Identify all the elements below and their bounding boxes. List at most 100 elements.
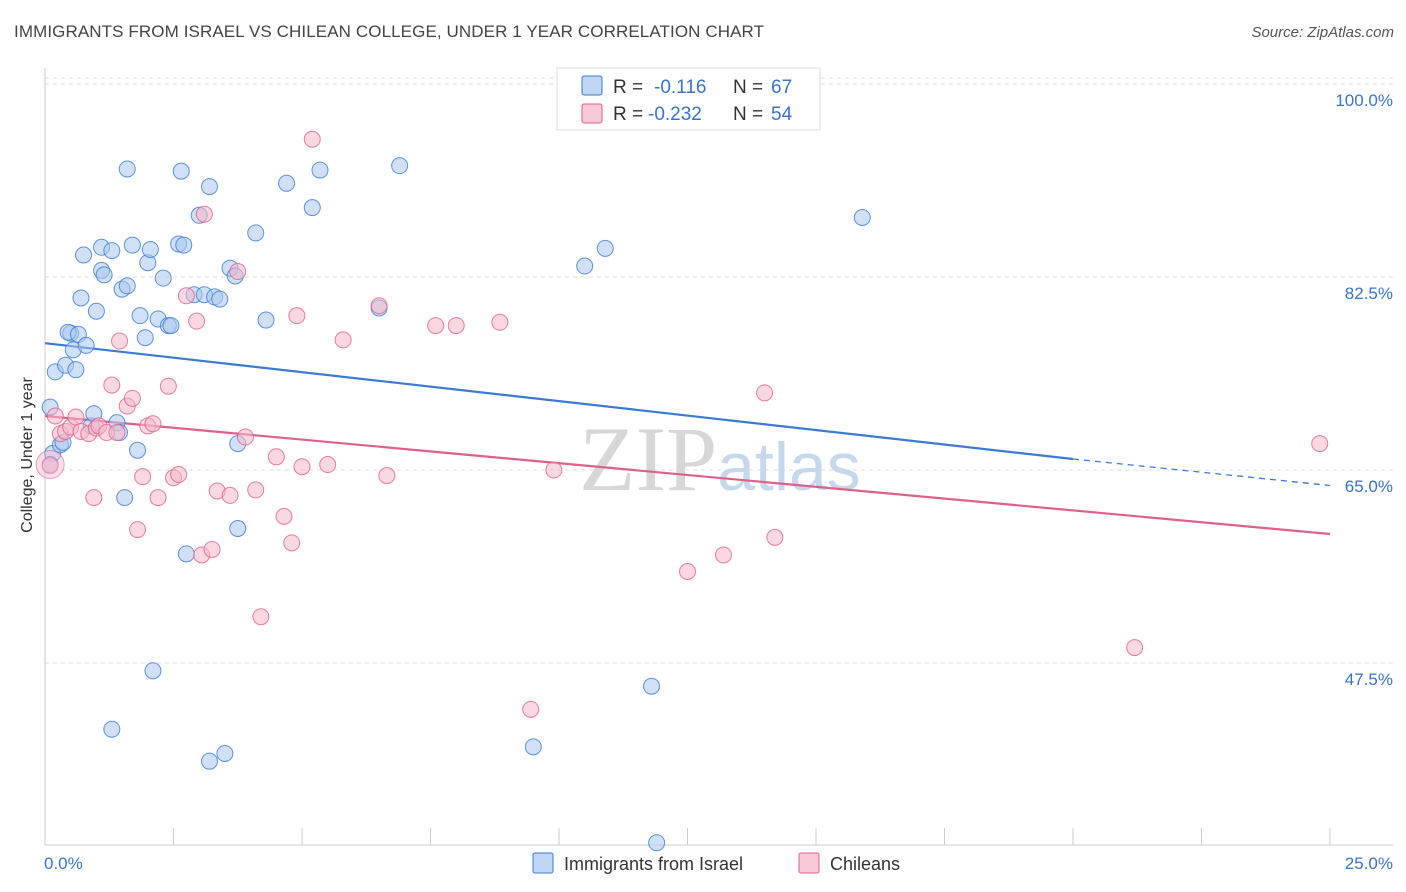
israel-point [77,336,95,354]
israel-point [123,236,141,254]
chileans-point [303,130,321,148]
israel-point [257,311,275,329]
chileans-point [159,377,177,395]
israel-point [154,269,172,287]
x-tick-label-max: 25.0% [1345,854,1393,873]
chileans-point [288,307,306,325]
chileans-point [427,317,445,335]
chileans-point [144,415,162,433]
israel-point [200,752,218,770]
israel-point [229,519,247,537]
israel-point [141,240,159,258]
points-layer [35,130,1329,852]
chileans-point [447,317,465,335]
legend-n-value-1: 67 [771,77,792,98]
israel-point [116,489,134,507]
israel-point [175,236,193,254]
israel-point [72,289,90,307]
grid-layer [45,77,1393,664]
israel-point [162,317,180,335]
series-legend: Immigrants from Israel Chileans [532,852,900,874]
chileans-point [229,263,247,281]
israel-point [172,162,190,180]
chart-title: IMMIGRANTS FROM ISRAEL VS CHILEAN COLLEG… [14,22,765,41]
chileans-point [195,205,213,223]
chileans-point [545,461,563,479]
chileans-point [275,507,293,525]
correlation-legend: R = -0.116 N = 67 R = -0.232 N = 54 [556,67,821,131]
chileans-point [756,384,774,402]
chileans-point [491,313,509,331]
chileans-point [134,468,152,486]
chileans-point [67,408,85,426]
israel-point [177,545,195,563]
chileans-point [370,297,388,315]
israel-point [144,662,162,680]
y-tick-label: 65.0% [1345,477,1393,496]
y-tick-label: 47.5% [1345,670,1393,689]
x-tick-label-min: 0.0% [44,854,83,873]
chileans-point [149,489,167,507]
israel-point [648,834,666,852]
legend-swatch-israel [581,75,603,96]
israel-point [596,239,614,257]
israel-point [311,161,329,179]
source-label: Source: ZipAtlas.com [1251,24,1394,41]
legend-swatch-bottom-chileans [798,852,820,874]
chileans-point [170,465,188,483]
chileans-point [1126,639,1144,657]
legend-r-label-1: R = [613,77,643,98]
chileans-point [103,376,121,394]
legend-n-label-1: N = [733,77,763,98]
israel-point [118,160,136,178]
chileans-point [522,700,540,718]
chileans-point [236,428,254,446]
legend-r-value-1: -0.116 [654,77,706,98]
chileans-point [85,489,103,507]
chileans-point [203,540,221,558]
israel-point [643,677,661,695]
chileans-point [293,458,311,476]
israel-point [103,720,121,738]
chileans-point [252,608,270,626]
tick-labels: 47.5% 65.0% 82.5% 100.0% 0.0% 25.0% [44,91,1393,873]
israel-point [95,266,113,284]
israel-point [75,246,93,264]
legend-label-chileans: Chileans [830,854,900,874]
chileans-point [247,481,265,499]
israel-point [853,208,871,226]
chileans-point [188,312,206,330]
chileans-trend-line [44,414,1331,536]
legend-r-label-2: R = [613,104,643,125]
israel-point [87,302,105,320]
chileans-point [111,332,129,350]
chileans-point [108,424,126,442]
y-tick-label: 82.5% [1345,284,1393,303]
y-tick-label: 100.0% [1335,91,1393,110]
chileans-point [283,534,301,552]
israel-point [67,361,85,379]
trend-layer [44,342,1331,536]
israel-point [524,738,542,756]
chileans-point [46,407,64,425]
chileans-point [221,486,239,504]
chileans-point [129,521,147,539]
israel-point [211,290,229,308]
legend-label-israel: Immigrants from Israel [564,854,743,874]
legend-n-value-2: 54 [771,104,793,125]
israel-point [118,277,136,295]
legend-swatch-bottom-israel [532,852,554,874]
israel-point [391,157,409,175]
chileans-point [41,457,59,475]
chileans-point [319,456,337,474]
israel-trend-line [44,342,1074,461]
chileans-point [1311,435,1329,453]
chileans-point [334,331,352,349]
legend-n-label-2: N = [733,104,763,125]
israel-trend-extension [1072,458,1331,487]
legend-swatch-chileans [581,103,603,124]
israel-point [103,242,121,260]
israel-point [129,441,147,459]
chileans-point [123,389,141,407]
watermark: ZIPatlas [579,408,861,510]
